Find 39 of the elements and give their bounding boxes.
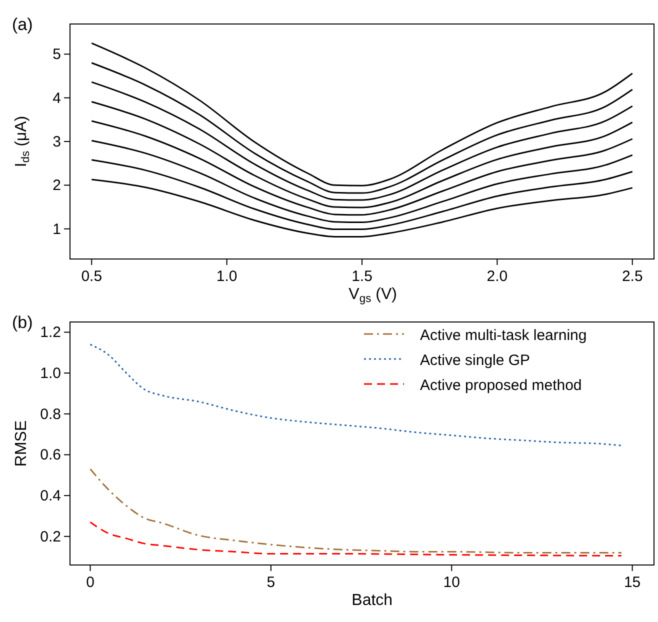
line-series	[90, 42, 634, 186]
line-series	[90, 120, 634, 216]
x-tick-label: 0.5	[81, 268, 102, 285]
y-tick-label: 0.4	[40, 488, 61, 505]
legend-label: Active proposed method	[420, 377, 582, 394]
line-series	[90, 62, 634, 194]
x-tick-label: 15	[624, 574, 641, 591]
y-tick-label: 1.0	[40, 365, 61, 382]
x-tick-label: 1.0	[216, 268, 238, 285]
x-tick-label: 10	[443, 574, 460, 591]
y-tick-label: 2	[52, 177, 61, 194]
y-tick-label: 4	[52, 90, 61, 107]
line-series	[90, 178, 634, 238]
line-series	[89, 468, 622, 554]
y-axis-title: RMSE	[13, 420, 30, 467]
line-series	[89, 521, 622, 557]
x-tick-label: 5	[266, 574, 276, 591]
x-tick-label: 0	[86, 574, 94, 591]
y-tick-label: 1.2	[40, 324, 61, 342]
x-tick-label: 2.5	[622, 268, 643, 285]
y-tick-label: 1	[52, 220, 61, 238]
line-series	[90, 140, 634, 224]
line-series	[90, 159, 634, 230]
text: (b)	[12, 313, 33, 332]
x-tick-label: 1.5	[352, 268, 372, 285]
legend-label: Active single GP	[420, 352, 530, 369]
x-axis-title: V$_{gs}$ (V)	[348, 286, 397, 305]
line-series	[89, 344, 622, 446]
y-tick-label: 0.6	[40, 446, 61, 464]
y-tick-label: 5	[52, 46, 61, 64]
text: (a)	[12, 15, 33, 34]
line-series	[90, 101, 634, 208]
x-tick-label: 2.0	[486, 268, 508, 285]
y-tick-label: 0.2	[40, 528, 61, 546]
legend-label: Active multi-task learning	[420, 327, 587, 344]
y-tick-label: 0.8	[40, 406, 61, 423]
y-tick-label: 3	[52, 134, 61, 150]
x-axis-title: Batch	[352, 592, 393, 609]
line-series	[90, 81, 634, 201]
